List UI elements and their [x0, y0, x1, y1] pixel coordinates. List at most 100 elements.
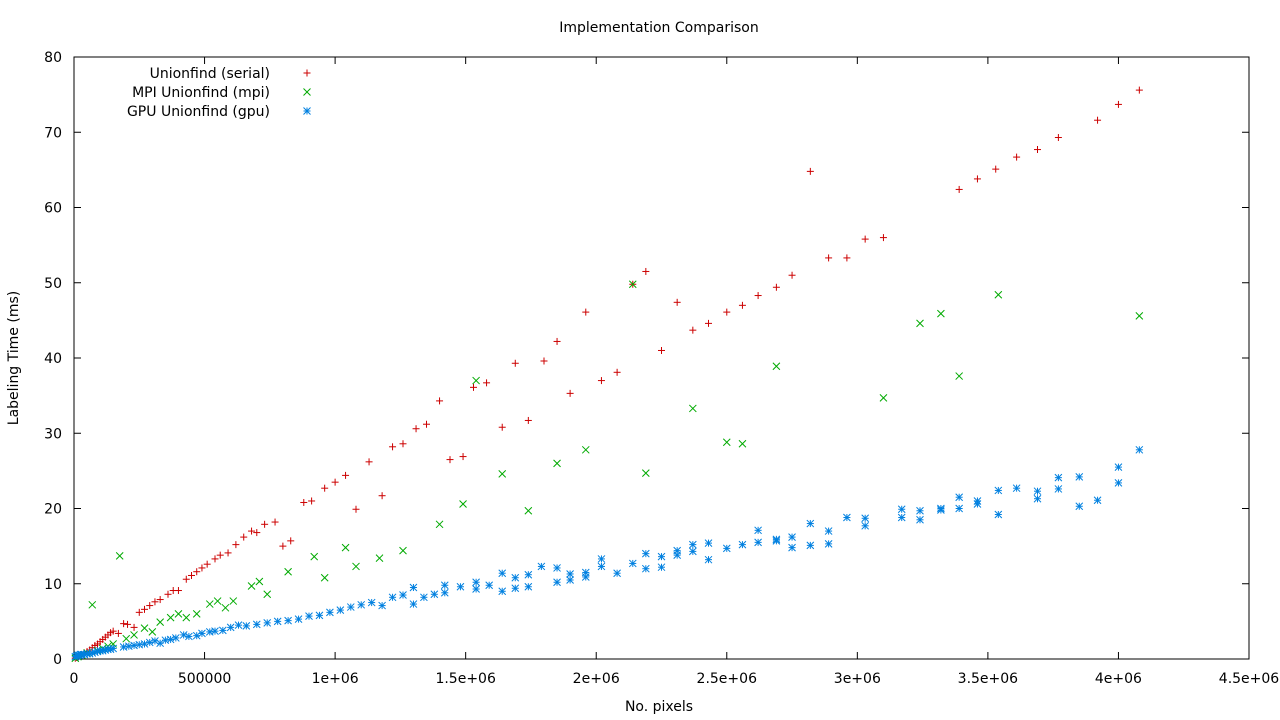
- data-point: [135, 608, 143, 616]
- data-point: [378, 601, 386, 610]
- data-point: [320, 573, 329, 582]
- data-point: [472, 578, 480, 587]
- data-point: [772, 535, 781, 544]
- data-point: [198, 629, 206, 638]
- data-point: [120, 620, 128, 628]
- data-point: [253, 529, 261, 537]
- data-point: [273, 617, 282, 626]
- data-point: [657, 563, 666, 572]
- data-point: [897, 505, 906, 514]
- data-point: [271, 518, 279, 526]
- data-point: [224, 549, 232, 557]
- data-point: [738, 439, 747, 448]
- data-point: [261, 520, 269, 528]
- data-point: [1012, 484, 1021, 493]
- data-point: [566, 389, 574, 397]
- data-point: [955, 185, 963, 193]
- data-point: [378, 492, 386, 500]
- data-point: [553, 564, 561, 572]
- data-point: [597, 377, 605, 385]
- data-point: [423, 420, 430, 428]
- y-tick-label: 70: [44, 125, 62, 141]
- data-point: [326, 608, 334, 617]
- data-point: [483, 379, 491, 387]
- data-point: [788, 533, 796, 541]
- data-point: [124, 620, 132, 628]
- data-point: [436, 397, 444, 405]
- data-point: [705, 319, 712, 327]
- data-point: [1094, 116, 1102, 124]
- data-point: [141, 605, 148, 613]
- data-point: [1075, 473, 1084, 481]
- data-point: [738, 540, 747, 549]
- legend-marker: [303, 107, 311, 115]
- data-point: [174, 609, 183, 618]
- data-point: [1033, 494, 1042, 503]
- data-point: [151, 598, 159, 606]
- data-point: [341, 543, 350, 552]
- data-point: [115, 552, 124, 560]
- data-point: [861, 521, 870, 530]
- data-point: [234, 621, 243, 629]
- data-point: [553, 578, 561, 587]
- legend-label: GPU Unionfind (gpu): [127, 104, 270, 120]
- data-point: [524, 506, 533, 515]
- legend-label: Unionfind (serial): [150, 66, 270, 82]
- data-point: [472, 585, 480, 593]
- y-tick-label: 20: [44, 502, 62, 518]
- data-point: [198, 564, 206, 572]
- data-point: [566, 570, 574, 578]
- data-point: [409, 583, 418, 592]
- data-point: [164, 590, 172, 598]
- data-point: [1054, 485, 1063, 493]
- data-points: [71, 86, 1144, 663]
- data-point: [211, 627, 219, 636]
- data-point: [1135, 445, 1144, 454]
- data-point: [861, 514, 870, 523]
- data-point: [1114, 479, 1123, 487]
- data-point: [897, 513, 906, 522]
- data-point: [754, 538, 762, 547]
- y-tick-label: 50: [44, 276, 62, 292]
- data-point: [446, 456, 454, 464]
- data-point: [723, 308, 731, 316]
- data-point: [994, 290, 1003, 299]
- data-point: [300, 498, 308, 506]
- data-point: [472, 376, 480, 385]
- y-tick-label: 80: [44, 50, 62, 66]
- data-point: [440, 581, 449, 590]
- data-point: [284, 567, 292, 576]
- data-point: [409, 600, 418, 608]
- data-point: [566, 576, 574, 584]
- data-point: [597, 555, 606, 563]
- data-point: [1054, 473, 1063, 482]
- data-point: [704, 539, 713, 547]
- data-point: [435, 520, 444, 529]
- data-point: [843, 254, 851, 262]
- data-point: [955, 493, 964, 502]
- data-point: [688, 540, 697, 549]
- chart-title: Implementation Comparison: [559, 20, 758, 36]
- y-tick-label: 30: [44, 426, 62, 442]
- data-point: [229, 597, 238, 605]
- data-point: [315, 611, 324, 620]
- data-point: [937, 504, 945, 513]
- legend-marker: [303, 88, 311, 96]
- data-point: [470, 383, 477, 391]
- data-point: [994, 510, 1003, 519]
- data-point: [248, 527, 256, 535]
- axis-ticks: 0 500000 1e+06 1.5e+06 2e+06 2.5e+06 3e+06 3.5e…: [44, 50, 1279, 687]
- data-point: [146, 602, 154, 610]
- x-tick-label: 1.5e+06: [435, 671, 496, 687]
- data-point: [430, 590, 439, 599]
- data-point: [109, 644, 118, 653]
- x-tick-label: 500000: [178, 671, 231, 687]
- data-point: [1093, 496, 1102, 505]
- data-point: [346, 603, 355, 611]
- data-point: [145, 638, 154, 647]
- data-point: [754, 526, 762, 535]
- y-tick-label: 60: [44, 201, 62, 217]
- data-point: [188, 571, 195, 579]
- data-point: [252, 620, 261, 629]
- data-point: [352, 562, 360, 571]
